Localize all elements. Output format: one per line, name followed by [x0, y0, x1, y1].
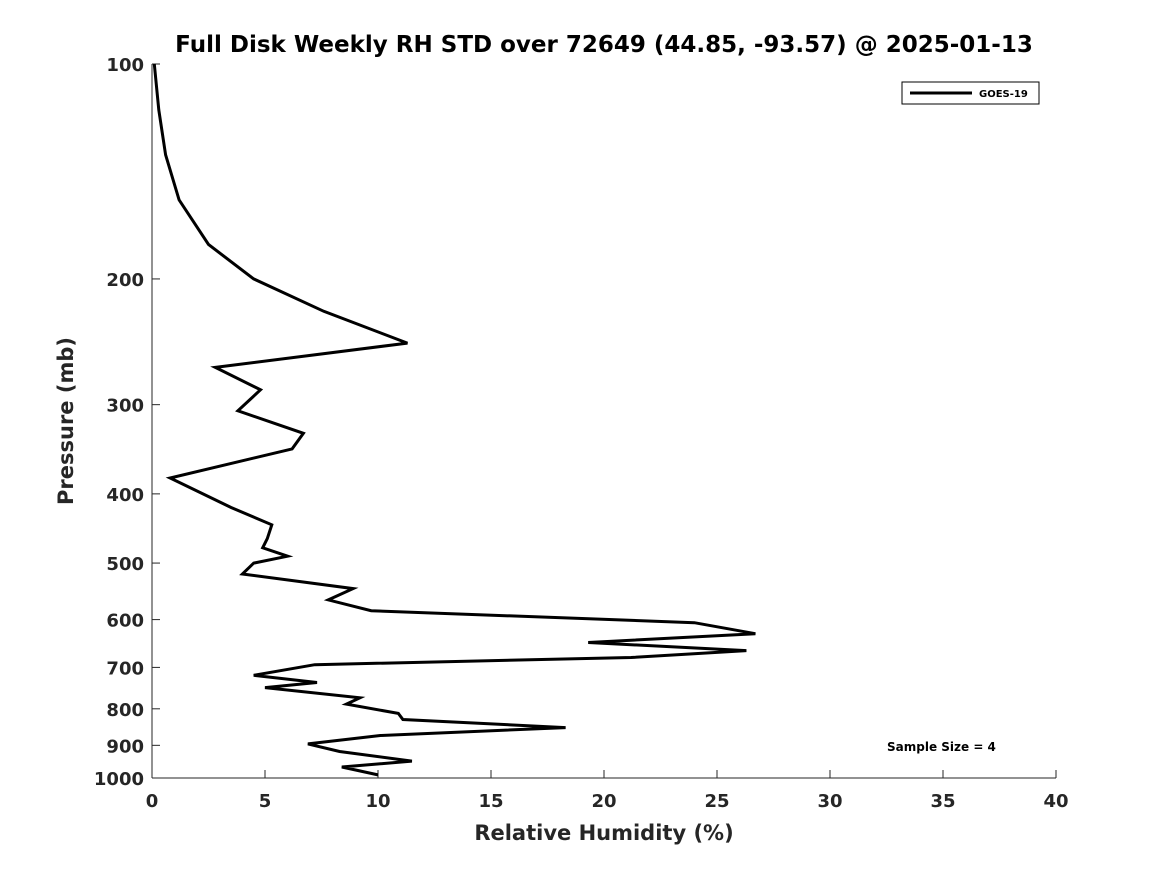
legend-label-goes-19: GOES-19: [979, 89, 1028, 100]
series-line-goes-19: [152, 63, 756, 777]
x-tick-label: 40: [1043, 791, 1068, 812]
x-axis-label: Relative Humidity (%): [474, 821, 733, 845]
x-axis-ticks: 0 5 10 15 20 25 30 35 40: [146, 770, 1069, 812]
legend: GOES-19: [901, 81, 1040, 105]
y-tick-label: 900: [106, 736, 144, 757]
x-tick-label: 10: [365, 791, 390, 812]
x-tick-label: 15: [478, 791, 503, 812]
y-tick-label: 200: [106, 270, 144, 291]
plot-area: 0 5 10 15 20 25 30 35 40 100 200 300 400 500 600 700 80…: [94, 55, 1069, 812]
y-tick-label: 700: [106, 658, 144, 679]
y-tick-label: 800: [106, 700, 144, 721]
x-tick-label: 0: [146, 791, 159, 812]
y-tick-label: 100: [106, 55, 144, 76]
y-tick-label: 600: [106, 611, 144, 632]
x-tick-label: 20: [591, 791, 616, 812]
y-tick-label: 400: [106, 485, 144, 506]
y-tick-label: 500: [106, 554, 144, 575]
sample-size-annotation: Sample Size = 4: [887, 740, 996, 754]
y-tick-label: 1000: [94, 769, 144, 790]
chart-title: Full Disk Weekly RH STD over 72649 (44.8…: [175, 32, 1033, 58]
x-tick-label: 25: [704, 791, 729, 812]
y-tick-label: 300: [106, 396, 144, 417]
y-axis-label: Pressure (mb): [54, 337, 78, 505]
y-axis-ticks: 100 200 300 400 500 600 700 800 900 1000: [94, 55, 160, 790]
x-tick-label: 5: [259, 791, 272, 812]
x-tick-label: 35: [930, 791, 955, 812]
x-tick-label: 30: [817, 791, 842, 812]
